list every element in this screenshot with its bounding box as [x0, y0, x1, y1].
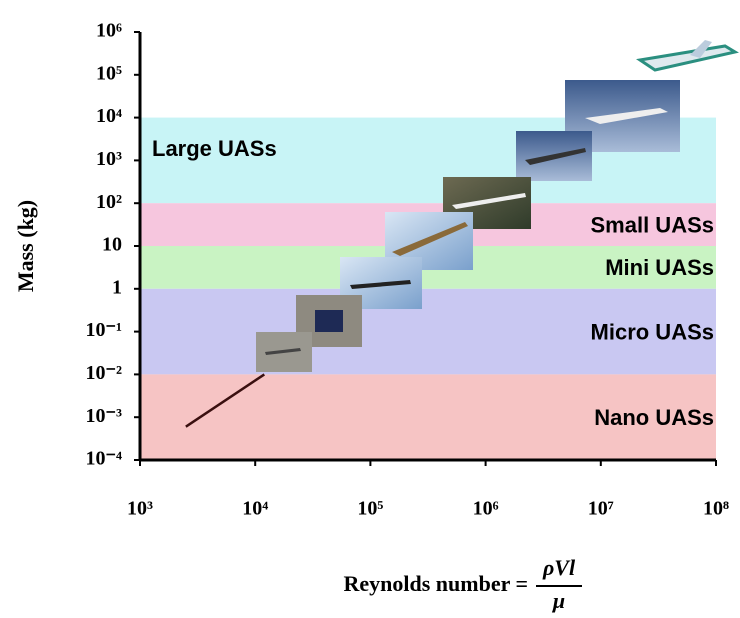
y-axis-title: Mass (kg) [13, 200, 38, 292]
band-label: Small UASs [591, 212, 715, 237]
x-axis-title-numerator: ρVl [542, 555, 576, 580]
photo-aircraft [315, 310, 343, 332]
y-tick-label: 10² [96, 191, 122, 213]
photo-aircraft [452, 193, 526, 209]
x-tick-label: 10³ [127, 498, 153, 520]
photo-aircraft [525, 148, 586, 165]
x-axis-title: Reynolds number = [344, 571, 529, 596]
y-tick-label: 10⁻³ [85, 405, 122, 427]
y-tick-label: 10 [102, 234, 122, 256]
photo-airliner-wing [690, 40, 712, 58]
band-label: Micro UASs [591, 319, 714, 344]
photo-aircraft [585, 108, 668, 124]
photos [256, 40, 739, 372]
photo-aircraft [265, 348, 301, 355]
y-tick-label: 10⁶ [96, 20, 122, 42]
x-tick-label: 10⁵ [357, 498, 383, 520]
band [140, 374, 716, 460]
y-tick-label: 10⁵ [96, 62, 122, 84]
y-tick-label: 1 [112, 276, 122, 298]
x-tick-label: 10⁴ [242, 498, 268, 520]
x-tick-label: 10⁶ [473, 498, 499, 520]
band-label: Large UASs [152, 136, 277, 161]
x-tick-label: 10⁸ [703, 498, 729, 520]
line [185, 373, 266, 428]
photo-aircraft [392, 222, 468, 256]
y-tick-label: 10⁻¹ [85, 319, 122, 341]
x-tick-label: 10⁷ [588, 498, 614, 520]
band-label: Mini UASs [605, 255, 714, 280]
band-label: Nano UASs [594, 405, 714, 430]
y-tick-label: 10⁴ [96, 105, 122, 127]
y-tick-label: 10³ [96, 148, 122, 170]
x-axis-title-denominator: μ [552, 588, 565, 613]
y-tick-label: 10⁻² [85, 362, 122, 384]
band [140, 288, 716, 375]
plot: Large UASs Small UASs Mini UASs Micro UASs N… [85, 20, 729, 520]
y-tick-label: 10⁻⁴ [85, 448, 122, 470]
photo-airliner [636, 44, 739, 72]
photo-aircraft [350, 280, 411, 289]
